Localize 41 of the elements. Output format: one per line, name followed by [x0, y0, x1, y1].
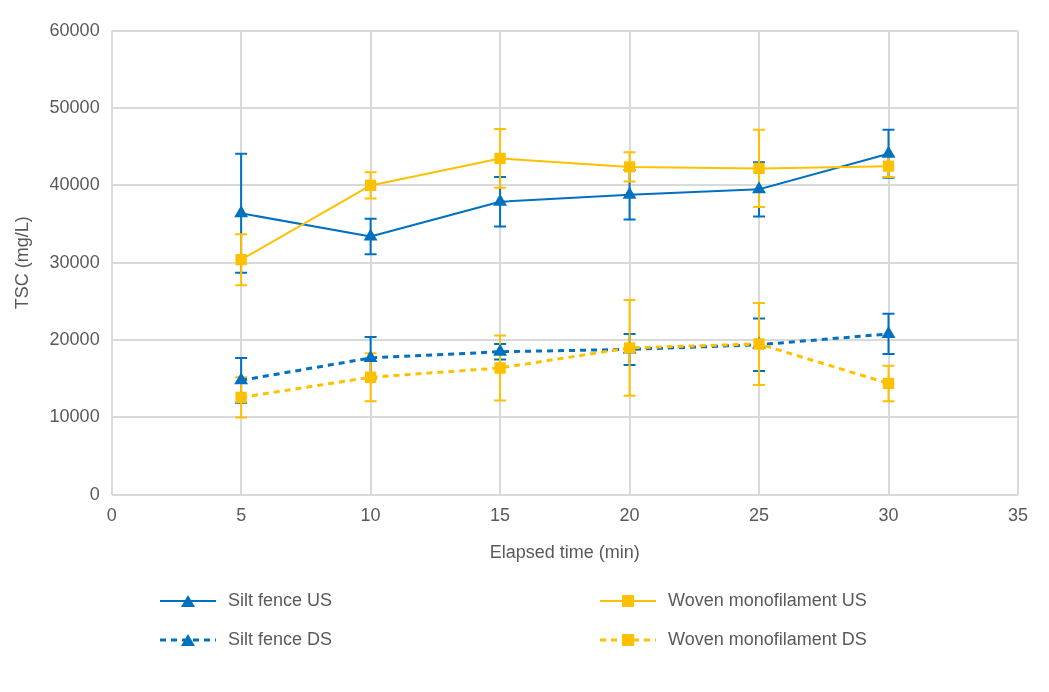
point [493, 193, 508, 206]
point [882, 160, 895, 172]
y-axis-title: TSC (mg/L) [11, 216, 32, 310]
point [493, 343, 508, 356]
x-tick-label: 20 [619, 504, 640, 525]
x-tick-label: 30 [878, 504, 899, 525]
legend-label: Silt fence US [228, 590, 333, 611]
legend-label: Silt fence DS [228, 629, 333, 650]
point [494, 152, 506, 165]
y-tick-label: 10000 [49, 406, 100, 427]
legend-label: Woven monofilament US [668, 590, 867, 611]
y-tick-label: 40000 [49, 174, 100, 195]
point [881, 325, 896, 338]
x-tick-label: 10 [360, 504, 381, 525]
x-tick-label: 0 [106, 504, 117, 525]
point [753, 162, 765, 175]
point [752, 181, 766, 194]
y-tick-label: 60000 [49, 19, 100, 40]
x-tick-label: 15 [490, 504, 511, 525]
point [623, 161, 636, 173]
point [363, 349, 378, 362]
point [622, 186, 637, 199]
point [881, 145, 896, 158]
point [494, 362, 506, 374]
point [364, 371, 377, 383]
y-tick-label: 20000 [49, 329, 100, 350]
point [882, 377, 895, 390]
y-tick-label: 0 [89, 483, 100, 504]
x-tick-label: 5 [236, 504, 247, 525]
point [363, 228, 378, 241]
legend-label: Woven monofilament DS [668, 629, 867, 650]
point [235, 254, 247, 266]
y-tick-label: 50000 [49, 97, 100, 118]
x-tick-label: 25 [749, 504, 770, 525]
point [234, 205, 249, 218]
x-axis-title: Elapsed time (min) [489, 542, 640, 563]
point [234, 372, 249, 385]
point [364, 179, 377, 192]
point [235, 391, 247, 404]
x-tick-label: 35 [1007, 504, 1028, 525]
y-tick-label: 30000 [49, 251, 100, 272]
